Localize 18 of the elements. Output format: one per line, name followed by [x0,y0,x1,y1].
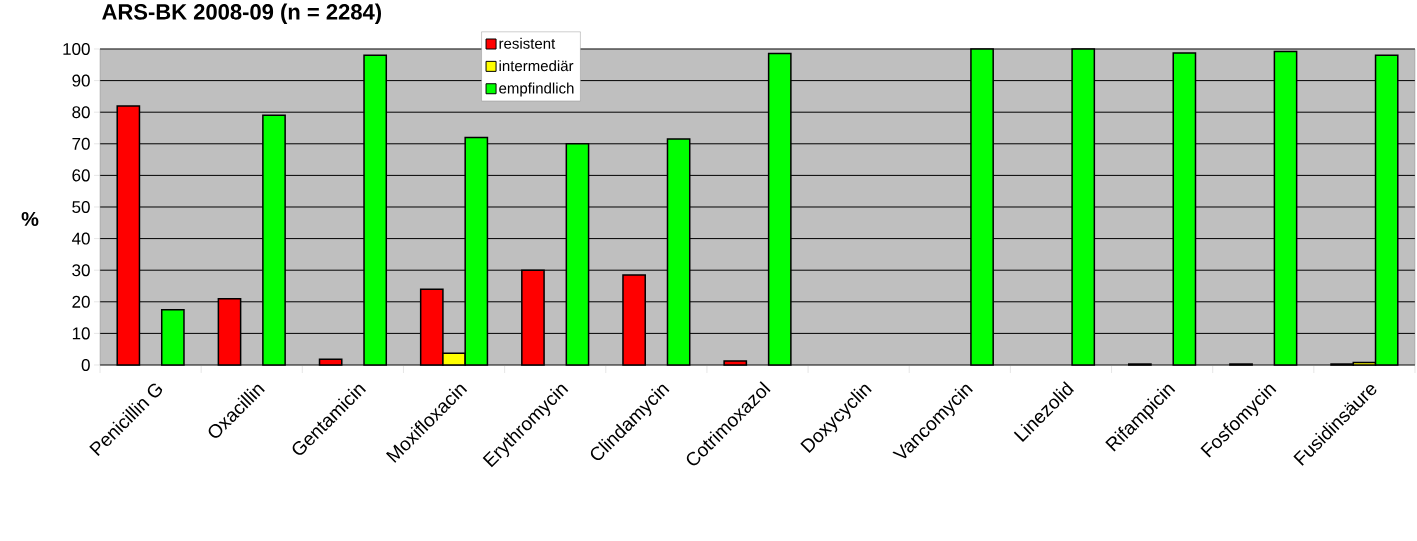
y-tick-label: 90 [72,74,90,87]
y-tick-label: 50 [72,200,90,214]
legend-label: empfindlich [499,82,574,97]
y-tick-label: 80 [72,106,90,119]
y-tick-label: 70 [72,137,90,150]
y-tick-label: 100 [63,42,90,56]
y-tick-label: 40 [71,232,90,245]
bar [723,360,748,366]
chart-title: ARS-BK 2008-09 (n = 2284) [102,3,382,25]
y-tick-label: 0 [81,358,90,372]
y-tick-label: 20 [72,295,90,308]
y-tick-label: 10 [72,327,90,340]
y-tick-label: 60 [72,169,90,182]
y-axis-title: % [21,211,39,227]
legend-label: intermediär [499,60,574,72]
legend-label: resistent [499,37,556,49]
y-tick-label: 30 [72,264,90,277]
bar [318,358,343,366]
